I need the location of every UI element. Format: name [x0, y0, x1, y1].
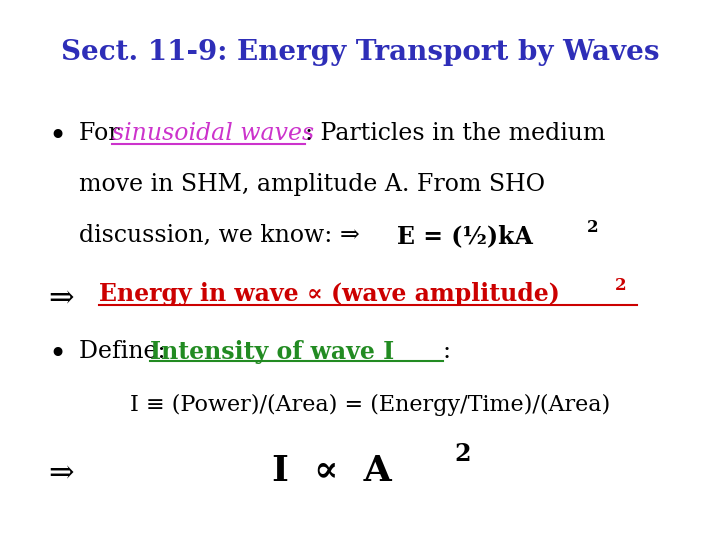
Text: discussion, we know:: discussion, we know:: [79, 224, 333, 247]
Text: Sect. 11-9: Energy Transport by Waves: Sect. 11-9: Energy Transport by Waves: [60, 39, 660, 66]
Text: E = (½)kA: E = (½)kA: [397, 224, 533, 248]
Text: I ≡ (Power)/(Area) = (Energy/Time)/(Area): I ≡ (Power)/(Area) = (Energy/Time)/(Area…: [130, 394, 610, 416]
Text: 2: 2: [615, 277, 626, 294]
Text: : Particles in the medium: : Particles in the medium: [305, 122, 605, 145]
Text: ⇒: ⇒: [49, 458, 74, 489]
Text: move in SHM, amplitude A. From SHO: move in SHM, amplitude A. From SHO: [79, 173, 545, 197]
Text: For: For: [79, 122, 127, 145]
Text: •: •: [49, 340, 67, 371]
Text: Energy in wave ∝ (wave amplitude): Energy in wave ∝ (wave amplitude): [99, 282, 560, 306]
Text: 2: 2: [587, 219, 598, 236]
Text: •: •: [49, 122, 67, 153]
Text: I  ∝  A: I ∝ A: [272, 454, 392, 488]
Text: Intensity of wave I: Intensity of wave I: [150, 340, 395, 364]
Text: ⇒: ⇒: [49, 282, 74, 313]
Text: ⇒: ⇒: [340, 224, 359, 247]
Text: :: :: [443, 340, 451, 363]
Text: 2: 2: [455, 442, 472, 466]
Text: Define:: Define:: [79, 340, 174, 363]
Text: sinusoidal waves: sinusoidal waves: [112, 122, 315, 145]
